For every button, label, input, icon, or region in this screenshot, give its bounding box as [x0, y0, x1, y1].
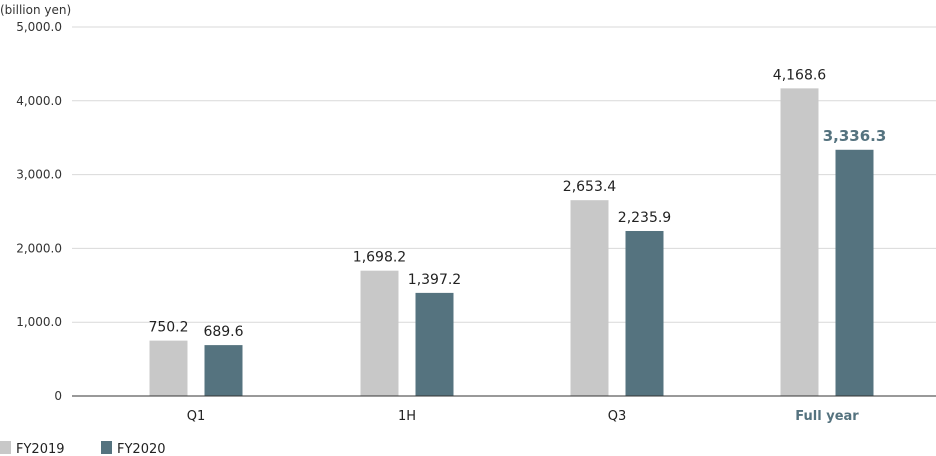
data-label: 689.6	[203, 324, 243, 340]
y-tick-label: 4,000.0	[16, 94, 62, 108]
bar-fy2020-1	[415, 292, 454, 396]
legend-label-fy2019: FY2019	[16, 442, 65, 456]
y-tick-label: 3,000.0	[16, 168, 62, 182]
legend-swatch-fy2020	[101, 441, 112, 454]
y-tick-label: 2,000.0	[16, 241, 62, 255]
bar-fy2019-3	[780, 88, 819, 396]
data-label: 2,653.4	[563, 179, 617, 195]
x-tick-label: 1H	[398, 409, 416, 424]
bar-fy2020-2	[625, 230, 664, 396]
legend-swatch-fy2019	[0, 441, 11, 454]
bar-fy2019-1	[360, 270, 399, 396]
x-tick-label: Full year	[795, 409, 859, 424]
data-labels: 750.2 689.6 1,698.21,397.2 2,653.42,235.9 4,…	[148, 67, 886, 340]
bar-fy2020-0	[204, 345, 243, 396]
data-label: 1,698.2	[353, 250, 406, 266]
data-label: 3,336.3	[823, 127, 887, 145]
y-tick-label: 0	[54, 389, 62, 403]
y-axis-unit-label: (billion yen)	[0, 3, 71, 17]
bars	[149, 88, 874, 396]
data-label: 750.2	[148, 320, 188, 336]
bar-fy2019-0	[149, 340, 188, 396]
data-label: 4,168.6	[773, 67, 827, 83]
bar-fy2020-3	[835, 149, 874, 396]
bar-fy2019-2	[570, 200, 609, 396]
y-tick-label: 5,000.0	[16, 20, 62, 34]
legend: FY2019 FY2020	[0, 441, 166, 456]
y-tick-label: 1,000.0	[16, 315, 62, 329]
legend-label-fy2020: FY2020	[117, 442, 166, 456]
x-axis-tick-labels: Q1 1H Q3 Full year	[187, 409, 860, 424]
x-tick-label: Q3	[608, 409, 627, 424]
data-label: 1,397.2	[408, 272, 461, 288]
x-tick-label: Q1	[187, 409, 206, 424]
y-axis-tick-labels: 0 1,000.0 2,000.0 3,000.0 4,000.0 5,000.0	[16, 20, 62, 403]
data-label: 2,235.9	[618, 210, 671, 226]
